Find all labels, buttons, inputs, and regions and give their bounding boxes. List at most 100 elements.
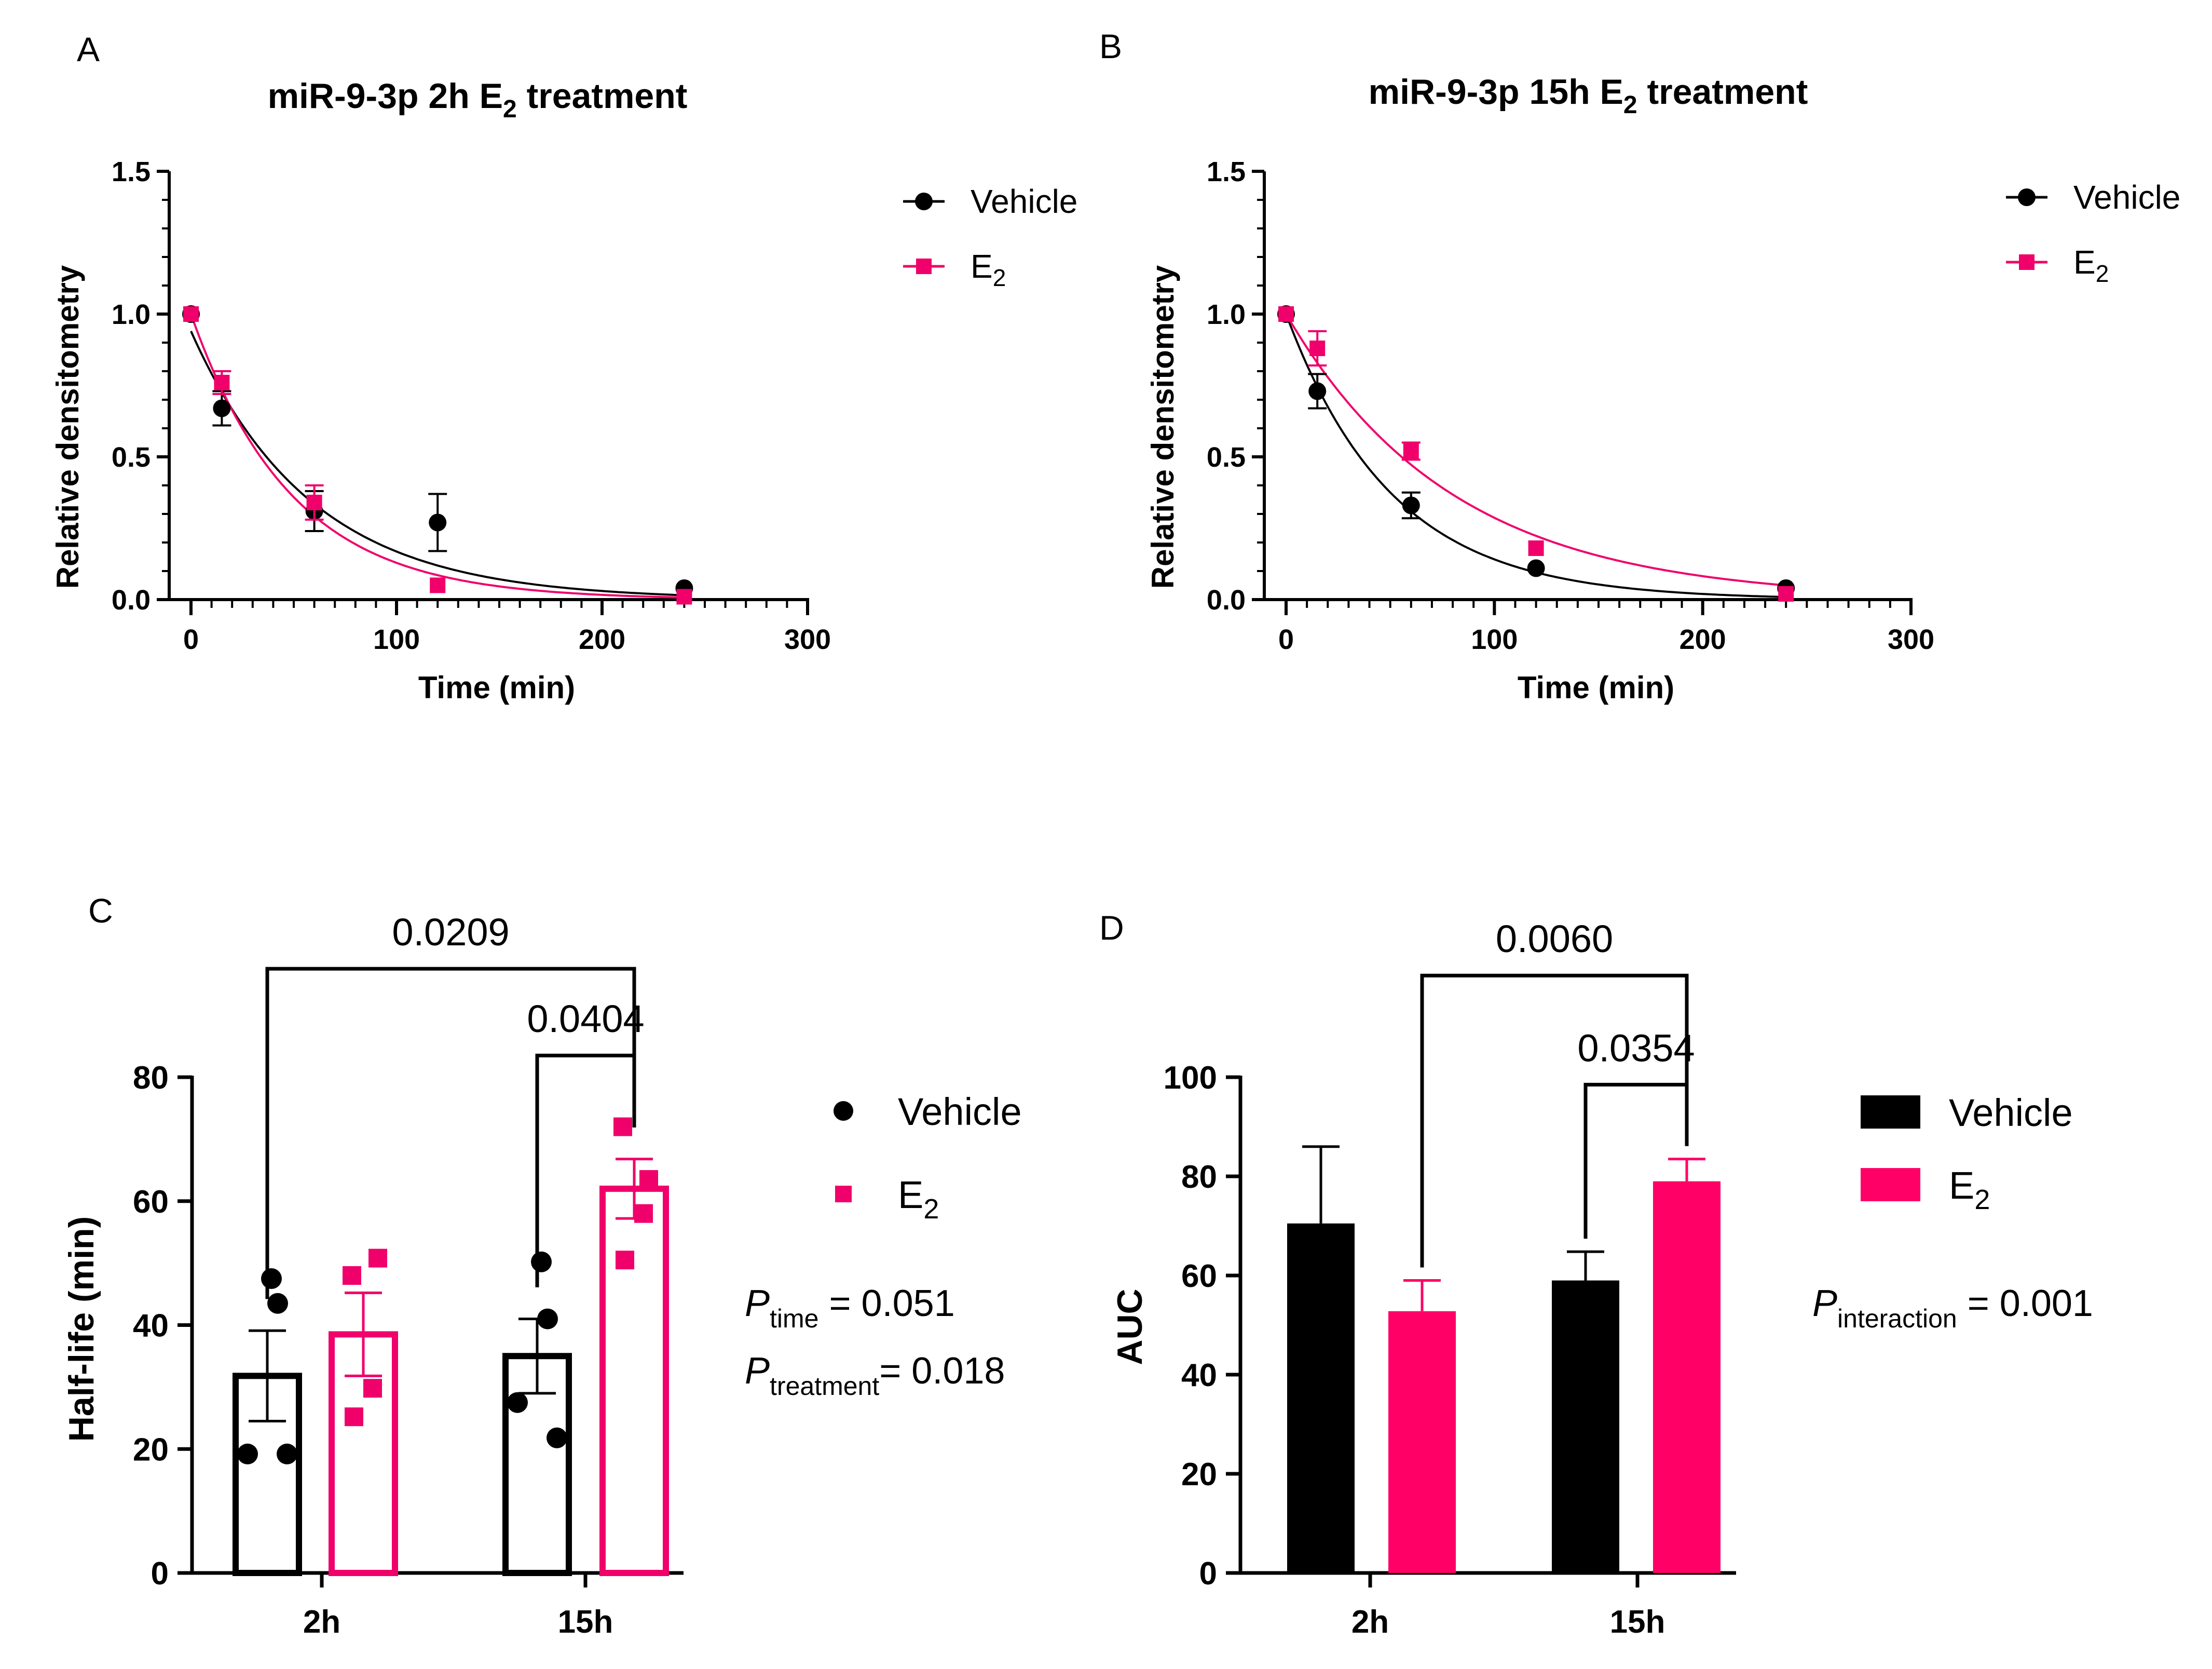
stat-p: P [745, 1350, 770, 1392]
legend-label: Vehicle [898, 1090, 1022, 1133]
bar-e2 [1653, 1181, 1721, 1573]
title-main: miR-9-3p 15h E [1369, 72, 1623, 112]
category-label: 15h [558, 1604, 613, 1640]
individual-point-e2 [634, 1204, 653, 1223]
legend-label: Vehicle [2073, 179, 2180, 216]
comparison-p-value: 0.0404 [527, 997, 644, 1040]
legend-marker [2018, 188, 2036, 206]
y-tick-label: 1.0 [112, 299, 151, 330]
data-point-e2 [1778, 586, 1794, 602]
y-tick-label: 80 [1181, 1159, 1217, 1195]
y-tick-label: 60 [133, 1184, 169, 1220]
panel-d: D 0 20 40 60 80 100 2h 15h AUC 0.0060 0.0354 Vehicle… [1099, 908, 2093, 1640]
legend-label: E2 [2073, 243, 2109, 287]
stat-value: = 0.051 [819, 1283, 955, 1324]
individual-point-vehicle [261, 1268, 282, 1289]
bar-e2 [1388, 1311, 1456, 1573]
stat-value: = 0.018 [879, 1350, 1005, 1392]
category-label: 15h [1610, 1604, 1665, 1640]
comparison-p-value: 0.0209 [392, 911, 509, 954]
comparison-p-value: 0.0354 [1577, 1026, 1695, 1069]
legend-marker [915, 193, 933, 210]
comparison-bracket [1420, 973, 1689, 1268]
individual-point-vehicle [537, 1308, 558, 1329]
comparison-bracket [1583, 1082, 1689, 1239]
legend-marker [916, 259, 932, 274]
category-label: 2h [1351, 1604, 1389, 1640]
y-tick-label: 0 [151, 1556, 169, 1592]
y-tick-label: 1.5 [112, 156, 151, 187]
legend-label: Vehicle [1949, 1091, 2073, 1134]
legend-label: Vehicle [971, 183, 1077, 220]
legend: Vehicle E2 [1861, 1091, 2073, 1215]
legend-e-subscript: 2 [1974, 1184, 1990, 1215]
fit-curve-vehicle [190, 331, 685, 596]
y-tick-label: 40 [1181, 1358, 1217, 1393]
panel-label: C [88, 891, 113, 930]
individual-point-e2 [343, 1266, 361, 1285]
legend: Vehicle E2 [834, 1090, 1022, 1225]
data-point-vehicle [1308, 382, 1327, 400]
data-point-vehicle [1402, 496, 1420, 514]
stat-text: Pinteraction = 0.001 [1812, 1283, 2093, 1333]
individual-point-e2 [368, 1249, 387, 1268]
individual-point-e2 [363, 1379, 382, 1398]
legend: Vehicle E2 [903, 183, 1077, 291]
y-tick-label: 0 [1199, 1556, 1217, 1592]
individual-point-vehicle [547, 1427, 567, 1448]
stat-subscript: interaction [1837, 1304, 1957, 1333]
y-tick-label: 0.0 [1207, 585, 1246, 616]
y-tick-label: 40 [133, 1308, 169, 1344]
comparison-bracket [535, 1053, 636, 1287]
x-tick-label: 100 [373, 624, 420, 655]
legend-e-subscript: 2 [2096, 260, 2109, 287]
data-point-e2 [430, 577, 446, 593]
y-tick-label: 100 [1164, 1060, 1217, 1096]
stat-subscript: time [770, 1304, 818, 1333]
title-subscript: 2 [503, 96, 517, 123]
stat-text: Ptime = 0.051 [745, 1283, 955, 1333]
data-point-vehicle [429, 513, 447, 532]
chart-title: miR-9-3p 15h E2 treatment [1369, 72, 1808, 119]
panel-label: A [77, 30, 100, 69]
individual-point-vehicle [531, 1251, 552, 1272]
legend-e: E [2073, 243, 2096, 281]
data-point-e2 [214, 375, 230, 390]
y-tick-label: 60 [1181, 1258, 1217, 1294]
legend: Vehicle E2 [2006, 179, 2180, 287]
data-point-e2 [1403, 443, 1419, 459]
bar-vehicle [1287, 1223, 1355, 1573]
y-tick-label: 0.5 [1207, 442, 1246, 473]
individual-point-vehicle [507, 1392, 528, 1413]
y-tick-label: 1.5 [1207, 156, 1246, 187]
legend-vehicle: Vehicle [898, 1090, 1022, 1133]
individual-point-e2 [639, 1170, 658, 1189]
data-point-vehicle [1527, 559, 1545, 577]
x-tick-label: 0 [1278, 624, 1294, 655]
legend-label: E2 [971, 248, 1006, 291]
y-axis-label: Half-life (min) [62, 1216, 101, 1442]
category-label: 2h [303, 1604, 340, 1640]
bar-vehicle [1552, 1280, 1619, 1573]
panel-c: C 0 20 40 60 80 2h 15h Half-life (min) 0.0209 0.04… [62, 891, 1022, 1640]
x-tick-label: 200 [1680, 624, 1726, 655]
stat-p: P [1812, 1283, 1837, 1324]
x-tick-label: 300 [784, 624, 831, 655]
x-tick-label: 0 [183, 624, 199, 655]
fit-curve-e2 [190, 314, 685, 599]
legend-e: E [1949, 1164, 1974, 1207]
panel-label: B [1099, 27, 1122, 65]
data-point-e2 [1278, 306, 1294, 322]
legend-marker [2019, 254, 2035, 270]
x-tick-label: 200 [579, 624, 625, 655]
y-tick-label: 0.0 [112, 585, 151, 616]
title-subscript: 2 [1623, 91, 1637, 119]
title-main: miR-9-3p 2h E [268, 76, 503, 116]
panel-label: D [1099, 908, 1124, 947]
legend-swatch [1861, 1095, 1920, 1129]
title-tail: treatment [517, 76, 688, 116]
y-axis-label: AUC [1110, 1288, 1150, 1365]
y-tick-label: 80 [133, 1060, 169, 1096]
legend-e-subscript: 2 [993, 264, 1006, 291]
